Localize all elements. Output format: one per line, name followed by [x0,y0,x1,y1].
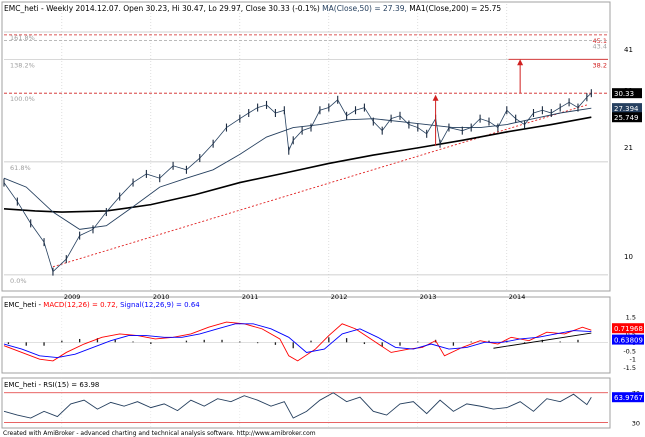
price-header-ma50: MA(Close,50) = 27.39, [322,4,407,13]
y-tick-label: 21 [624,144,633,152]
macd-value-badge-label: 0.63809 [614,337,643,345]
macd-value-badge-label: 0.71968 [614,325,643,333]
price-panel-frame [1,1,611,292]
macd-y-tick-label: -1 [630,356,636,364]
price-header-ma200: MA1(Close,200) = 25.75 [409,4,501,13]
footer-credit: Created with AmiBroker - advanced charti… [3,430,316,437]
value-badge [612,103,642,114]
y-tick-label: 41 [624,46,633,54]
value-badge-label: 25.749 [614,114,639,122]
macd-panel-frame [1,296,611,374]
price-header-text: - Weekly 2014.12.07. Open 30.23, Hi 30.4… [39,4,323,13]
macd-y-tick-label: 0.5 [626,330,636,338]
projection-arrow-head [517,59,524,66]
x-tick-label: 2014 [509,293,526,301]
rsi-panel-frame [1,377,611,429]
target-level-label: 43.4 [593,43,607,51]
x-tick-label: 2011 [242,293,259,301]
macd-header-macd: MACD(12,26) = 0.72, [43,301,118,309]
rsi-header: EMC_heti - RSI(15) = 63.98 [4,381,99,389]
value-badge-label: 30.33 [614,90,634,98]
fib-level-label: 161.8% [10,34,35,42]
value-badge [612,88,642,99]
macd-header-signal: Signal(12,26,9) = 0.64 [120,301,200,309]
value-badge [612,112,642,123]
signal-line [3,323,592,358]
fib-level-label: 0.0% [10,277,27,285]
rsi-value-badge [612,392,644,403]
macd-y-tick-label: 1.5 [626,314,636,322]
macd-trendline [493,332,592,349]
price-header-ticker: EMC_heti [4,4,39,13]
price-header: EMC_heti - Weekly 2014.12.07. Open 30.23… [4,4,501,13]
rsi-header-text: - RSI(15) = 63.98 [36,381,99,389]
rsi-y-tick-label: 30 [632,420,640,428]
rsi-header-ticker: EMC_heti [4,381,36,389]
rsi-value-badge-label: 63.9767 [614,394,643,402]
projection-arrow-head [432,94,439,101]
x-tick-label: 2012 [331,293,348,301]
target-level-label: 38.2 [593,61,607,69]
rsi-line [3,392,592,419]
x-tick-label: 2009 [64,293,81,301]
support-trendline [52,104,588,268]
macd-value-badge [612,334,644,345]
fib-level-label: 138.2% [10,61,35,69]
macd-y-tick-label: -0.5 [623,347,636,355]
ma200-line [3,116,592,213]
close-price-line [3,92,592,273]
fib-level-label: 61.8% [10,164,31,172]
x-tick-label: 2010 [153,293,170,301]
macd-line [3,321,592,362]
value-badge-label: 27.394 [614,105,639,113]
y-tick-label: 10 [624,253,633,261]
macd-header: EMC_heti - MACD(12,26) = 0.72, Signal(12… [4,301,200,309]
ma50-line [3,107,592,230]
price-panel: 2009 2010 2011 2012 2013 2014161.8%138.2%100.… [3,4,642,428]
x-tick-label: 2013 [420,293,437,301]
rsi-panel: 703063.9767 [3,390,644,428]
macd-value-badge [612,323,644,334]
fib-level-label: 100.0% [10,95,35,103]
macd-header-sep: - [36,301,43,309]
macd-header-ticker: EMC_heti [4,301,36,309]
macd-y-tick-label: -1.5 [623,364,636,372]
